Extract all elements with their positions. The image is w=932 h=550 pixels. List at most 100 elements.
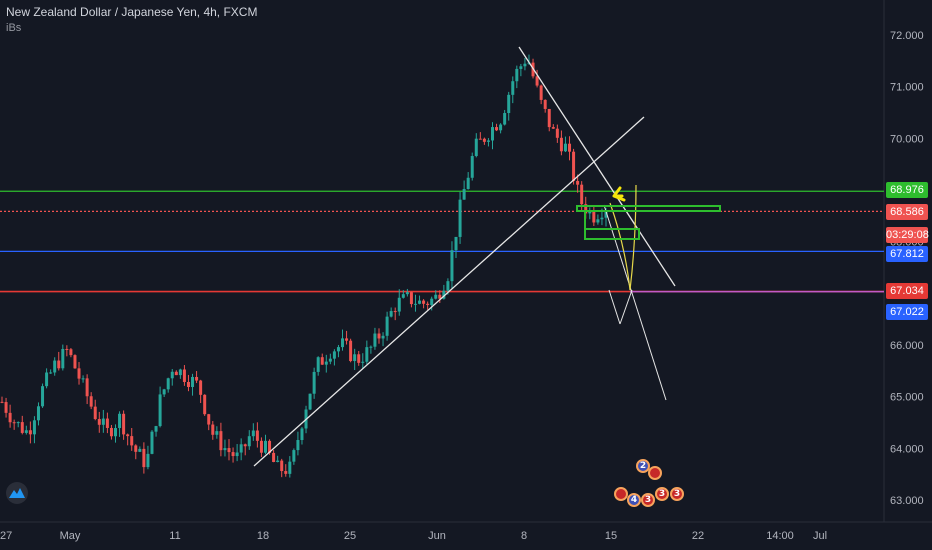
x-tick-label: 8 xyxy=(521,530,527,542)
y-tick-label: 70.000 xyxy=(890,133,924,145)
event-badge[interactable]: 3 xyxy=(641,493,655,507)
candle-body xyxy=(292,450,296,462)
candle-body xyxy=(547,108,551,128)
candle-body xyxy=(272,452,276,463)
price-tag-blue-level: 67.812 xyxy=(886,246,928,262)
candle-body xyxy=(276,460,280,463)
candle-body xyxy=(284,471,288,474)
candle-body xyxy=(191,376,195,387)
candle-body xyxy=(97,419,101,425)
candle-body xyxy=(211,424,215,435)
candle-body xyxy=(426,303,430,305)
candle-body xyxy=(482,138,486,142)
y-tick-label: 64.000 xyxy=(890,443,924,455)
x-tick-label: 25 xyxy=(344,530,356,542)
candle-body xyxy=(85,378,89,397)
event-badge[interactable]: 2 xyxy=(636,459,650,473)
x-tick-label: 27 xyxy=(0,530,12,542)
candle-body xyxy=(381,335,385,339)
candle-body xyxy=(259,440,263,453)
candle-body xyxy=(170,371,174,379)
candle-body xyxy=(422,300,426,304)
candle-body xyxy=(511,81,515,95)
candle-body xyxy=(186,381,190,387)
candle-body xyxy=(174,371,178,376)
candle-body xyxy=(357,354,361,363)
candle-body xyxy=(239,444,243,453)
candle-body xyxy=(296,440,300,451)
candle-body xyxy=(434,294,438,299)
candle-body xyxy=(320,357,324,365)
event-badge-flag-icon[interactable] xyxy=(614,487,628,501)
y-tick-label: 65.000 xyxy=(890,392,924,404)
candle-body xyxy=(592,210,596,223)
x-tick-label: 22 xyxy=(692,530,704,542)
candle-body xyxy=(73,355,77,369)
candle-body xyxy=(235,452,239,457)
candle-body xyxy=(430,298,434,305)
x-tick-label: 14:00 xyxy=(766,530,794,542)
candle-body xyxy=(486,140,490,142)
price-tag-green-level: 68.976 xyxy=(886,182,928,198)
y-tick-label: 66.000 xyxy=(890,340,924,352)
tradingview-logo-icon[interactable] xyxy=(6,482,28,504)
candle-body xyxy=(349,340,353,362)
candle-body xyxy=(442,290,446,299)
event-badge[interactable]: 4 xyxy=(627,493,641,507)
candle-body xyxy=(243,444,247,447)
candle-body xyxy=(288,461,292,474)
candle-body xyxy=(389,311,393,317)
candle-body xyxy=(332,351,336,359)
candle-body xyxy=(397,297,401,312)
candle-body xyxy=(28,430,32,435)
candle-body xyxy=(365,347,369,362)
event-badge[interactable]: 3 xyxy=(670,487,684,501)
price-tag-red-level: 67.034 xyxy=(886,283,928,299)
price-tag-blue-level-2: 67.022 xyxy=(886,304,928,320)
event-badge[interactable]: 3 xyxy=(655,487,669,501)
projection-line xyxy=(603,204,667,401)
candle-body xyxy=(138,448,142,452)
candle-body xyxy=(227,448,231,453)
candle-body xyxy=(203,394,207,415)
indicator-label[interactable]: iBs xyxy=(6,22,22,34)
candle-body xyxy=(300,428,304,441)
candle-body xyxy=(89,396,93,407)
candle-body xyxy=(77,368,81,379)
candle-body xyxy=(559,137,563,152)
candle-body xyxy=(81,378,85,380)
candle-body xyxy=(409,292,413,305)
candle-body xyxy=(101,418,105,425)
candle-body xyxy=(8,412,12,423)
x-tick-label: 18 xyxy=(257,530,269,542)
candle-body xyxy=(219,431,223,451)
candle-body xyxy=(268,440,272,453)
candle-body xyxy=(280,460,284,472)
event-badge-flag-icon[interactable] xyxy=(648,466,662,480)
candle-body xyxy=(134,445,138,452)
candle-body xyxy=(580,184,584,205)
projection-zigzag-line xyxy=(619,289,633,325)
candle-body xyxy=(551,127,555,129)
candle-body xyxy=(316,357,320,372)
candle-body xyxy=(405,292,409,295)
candle-body xyxy=(158,394,162,427)
candle-body xyxy=(247,436,251,447)
candle-body xyxy=(454,236,458,251)
candle-body xyxy=(182,369,186,382)
candle-body xyxy=(93,406,97,420)
candle-body xyxy=(596,219,600,223)
symbol-title[interactable]: New Zealand Dollar / Japanese Yen, 4h, F… xyxy=(6,5,258,19)
candle-body xyxy=(126,434,130,437)
candle-body xyxy=(49,372,53,374)
uptrend-line xyxy=(253,116,645,467)
candle-body xyxy=(223,448,227,451)
candle-body xyxy=(341,338,345,348)
candle-body xyxy=(57,360,61,369)
candle-body xyxy=(563,143,567,152)
candle-body xyxy=(312,371,316,394)
candle-body xyxy=(474,138,478,157)
candle-body xyxy=(576,180,580,185)
